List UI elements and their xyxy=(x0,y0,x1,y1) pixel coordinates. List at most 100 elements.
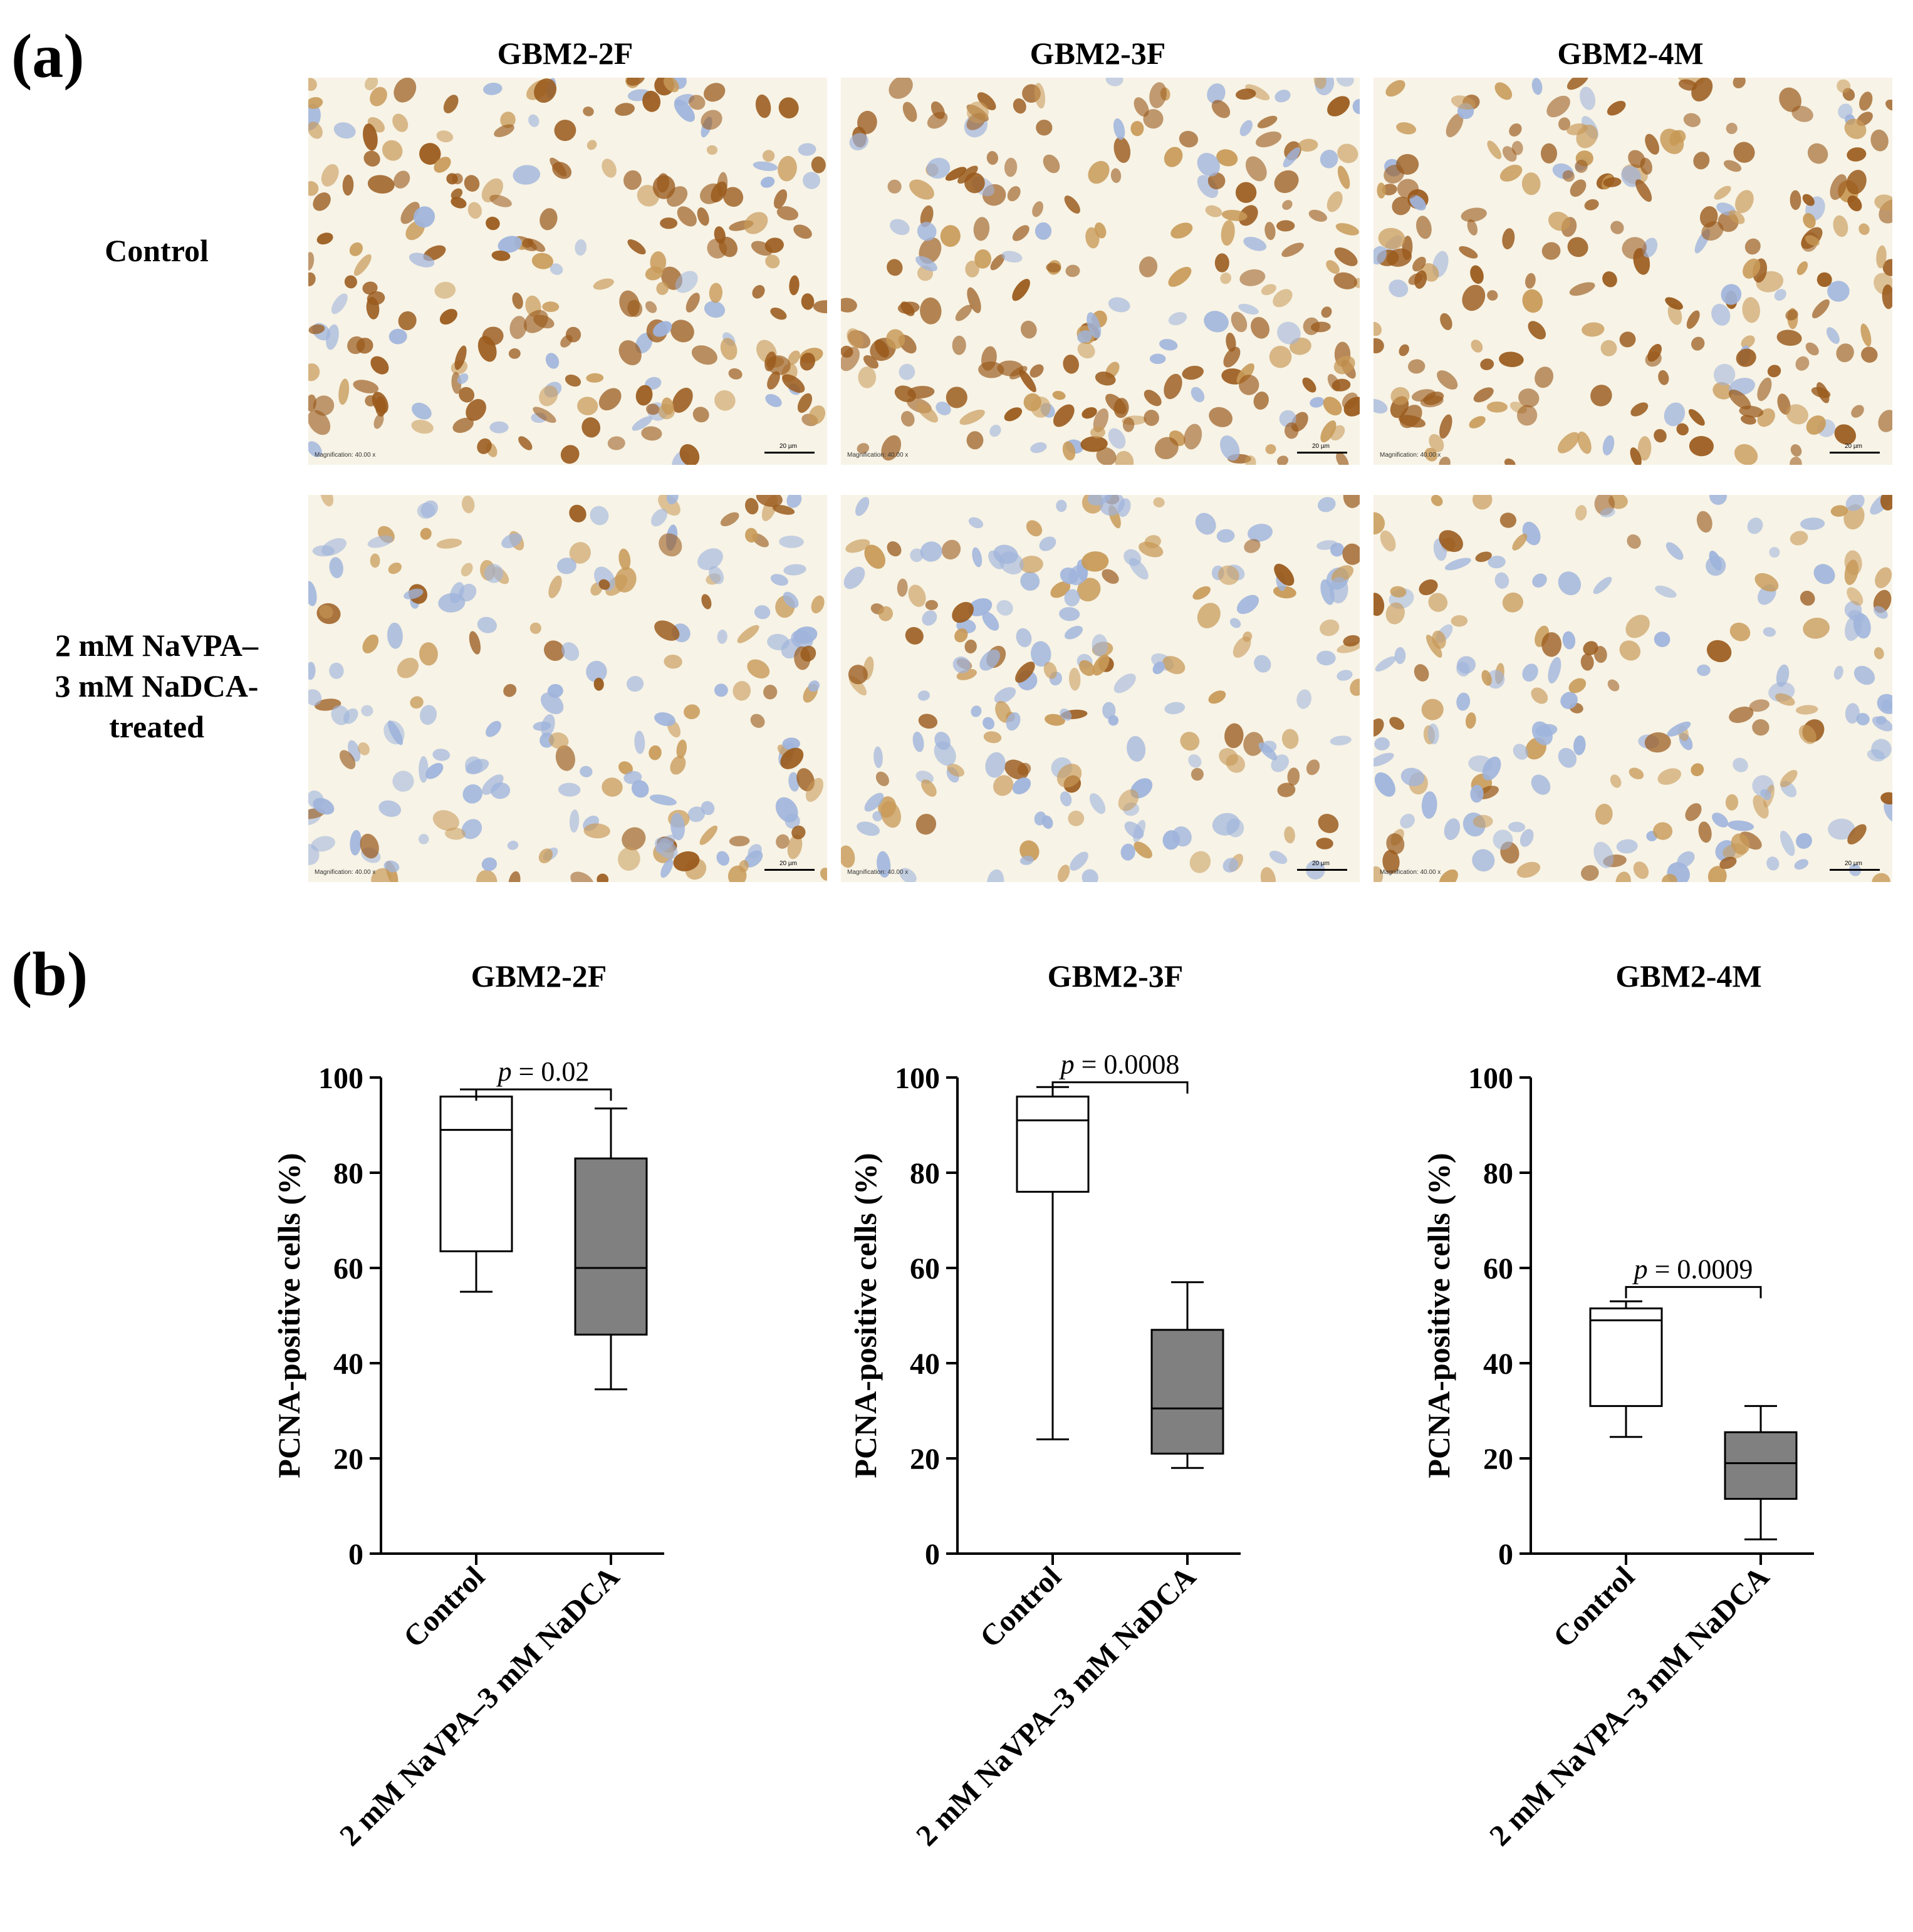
nucleus xyxy=(957,165,978,184)
nucleus xyxy=(1374,338,1384,354)
nucleus xyxy=(313,797,335,815)
nucleus xyxy=(462,784,482,804)
nucleus xyxy=(1082,551,1109,572)
nucleus xyxy=(909,179,934,200)
nucleus xyxy=(1619,331,1636,348)
nucleus xyxy=(934,741,956,766)
nucleus xyxy=(329,662,344,679)
row-label-treated: 2 mM NaVPA– 3 mM NaDCA- treated xyxy=(25,625,288,747)
nucleus xyxy=(619,290,640,317)
nucleus xyxy=(1713,363,1736,386)
scale-bar xyxy=(764,869,815,871)
nucleus xyxy=(382,140,403,161)
nucleus xyxy=(872,811,883,822)
nucleus xyxy=(1531,687,1548,704)
x-tick-label: Control xyxy=(397,1560,491,1654)
nucleus xyxy=(333,122,356,139)
nucleus xyxy=(1642,237,1658,257)
p-value: = 0.02 xyxy=(512,1056,590,1087)
magnification-label: Magnification: 40.00 x xyxy=(847,452,909,459)
nucleus xyxy=(697,548,723,571)
nucleus xyxy=(1374,398,1388,414)
nucleus xyxy=(1004,157,1018,177)
nucleus xyxy=(1576,125,1598,148)
nucleus xyxy=(542,301,560,313)
nucleus xyxy=(1712,382,1733,400)
row-label-control: Control xyxy=(38,231,276,271)
nucleus xyxy=(1723,160,1742,172)
nucleus xyxy=(704,83,726,102)
row-label-treated-line-2: 3 mM NaDCA- xyxy=(55,668,259,704)
nucleus xyxy=(1036,119,1053,136)
nucleus xyxy=(1882,259,1892,276)
nucleus xyxy=(1600,507,1615,517)
nucleus xyxy=(1470,265,1484,284)
nucleus xyxy=(1429,434,1444,452)
nucleus xyxy=(1480,358,1494,370)
nucleus xyxy=(737,625,759,643)
nucleus xyxy=(1426,635,1442,658)
nucleus xyxy=(413,206,435,228)
nucleus xyxy=(979,649,1001,671)
nucleus xyxy=(1472,849,1495,872)
nucleus xyxy=(679,444,700,465)
nucleus xyxy=(1440,313,1452,330)
nucleus xyxy=(1733,78,1746,89)
nucleus xyxy=(1844,550,1862,576)
nucleus xyxy=(1800,590,1815,606)
nucleus xyxy=(1562,631,1576,650)
scale-bar-label: 20 µm xyxy=(1312,443,1330,450)
nucleus xyxy=(1060,791,1072,807)
nucleus xyxy=(1306,759,1320,776)
nucleus xyxy=(1380,530,1396,552)
nucleus xyxy=(1580,653,1594,671)
nucleus xyxy=(1846,170,1867,195)
nucleus xyxy=(747,659,770,679)
nucleus xyxy=(477,616,497,633)
nucleus xyxy=(1414,270,1427,289)
nucleus xyxy=(320,495,334,507)
nucleus xyxy=(1884,801,1892,823)
nucleus xyxy=(1874,647,1884,660)
nucleus xyxy=(1874,194,1892,211)
nucleus xyxy=(1216,149,1238,167)
nucleus xyxy=(739,860,749,873)
nucleus xyxy=(1113,137,1131,164)
nucleus xyxy=(863,355,879,369)
nucleus xyxy=(1108,428,1126,449)
nucleus xyxy=(652,321,672,337)
nucleus xyxy=(503,683,517,697)
nucleus xyxy=(709,566,724,584)
nucleus xyxy=(1012,777,1031,795)
nucleus xyxy=(1243,236,1267,251)
nucleus xyxy=(1739,405,1764,418)
nucleus xyxy=(920,205,934,227)
nucleus xyxy=(922,610,937,626)
nucleus xyxy=(1451,95,1476,110)
nucleus xyxy=(1336,78,1354,87)
nucleus xyxy=(1619,640,1641,661)
magnification-label: Magnification: 40.00 x xyxy=(1380,869,1441,876)
nucleus xyxy=(649,745,662,761)
nucleus xyxy=(1374,246,1387,265)
nucleus xyxy=(1064,195,1080,214)
p-symbol: p xyxy=(1632,1254,1648,1284)
nucleus xyxy=(557,558,576,574)
nucleus xyxy=(704,301,726,318)
significance-bracket xyxy=(475,1088,612,1101)
nucleus xyxy=(1807,143,1828,164)
nucleus xyxy=(1767,365,1781,378)
nucleus xyxy=(1251,316,1269,339)
nucleus xyxy=(580,766,593,777)
nucleus xyxy=(1685,803,1702,821)
nucleus xyxy=(1320,150,1338,169)
nucleus xyxy=(1725,794,1739,811)
nucleus xyxy=(615,103,635,116)
x-tick-label: 2 mM NaVPA–3 mM NaDCA xyxy=(910,1560,1202,1852)
x-tick-label: Control xyxy=(1547,1560,1641,1654)
p-value: = 0.0008 xyxy=(1075,1049,1180,1080)
nucleus xyxy=(1742,297,1760,323)
nucleus xyxy=(1468,755,1493,772)
nucleus xyxy=(877,851,891,878)
nucleus xyxy=(569,809,580,833)
